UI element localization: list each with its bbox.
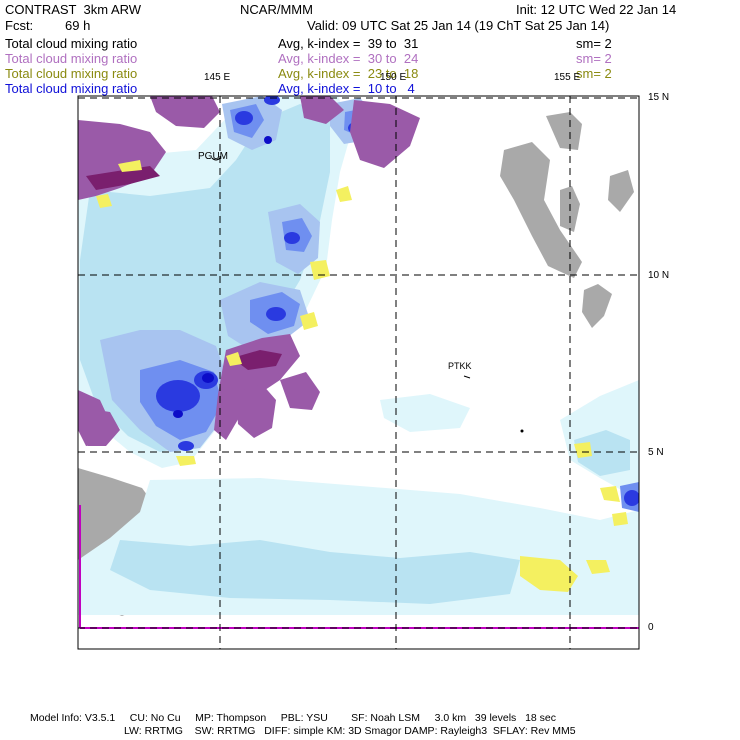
yellow-layer bbox=[96, 160, 628, 592]
init-time: Init: 12 UTC Wed 22 Jan 14 bbox=[516, 2, 677, 17]
valid-time: Valid: 09 UTC Sat 25 Jan 14 (19 ChT Sat … bbox=[307, 18, 610, 33]
grid-lines bbox=[78, 96, 639, 649]
field-sm-3: sm= 2 bbox=[576, 66, 612, 81]
lon-label-155: 155 E bbox=[554, 72, 581, 83]
lat-label-0: 0 bbox=[648, 622, 654, 633]
lat-label-15: 15 N bbox=[648, 92, 670, 103]
model-info-line-2: LW: RRTMG SW: RRTMG DIFF: simple KM: 3D … bbox=[124, 725, 576, 737]
navy-layer bbox=[173, 136, 272, 418]
field-stat-4: Avg, k-index = 10 to 4 bbox=[278, 81, 415, 96]
center-label: NCAR/MMM bbox=[240, 2, 313, 17]
field-name-1: Total cloud mixing ratio bbox=[5, 36, 138, 51]
field-stat-3: Avg, k-index = 23 to 18 bbox=[278, 66, 419, 81]
pgum-marker bbox=[211, 157, 221, 161]
field-stat-2: Avg, k-index = 30 to 24 bbox=[278, 51, 419, 66]
forecast-label: Fcst: bbox=[5, 18, 34, 33]
deep-blue-layer bbox=[156, 96, 639, 506]
station-label-ptkk: PTKK bbox=[448, 361, 472, 371]
lat-label-10: 10 N bbox=[648, 270, 670, 281]
field-stat-1: Avg, k-index = 39 to 31 bbox=[278, 36, 419, 51]
field-name-4: Total cloud mixing ratio bbox=[5, 81, 138, 96]
field-sm-1: sm= 2 bbox=[576, 36, 612, 51]
lon-label-145: 145 E bbox=[204, 72, 231, 83]
station-label-pgum: PGUM bbox=[198, 151, 228, 162]
forecast-hours: 69 h bbox=[65, 18, 91, 33]
magenta-streaks bbox=[86, 166, 282, 370]
map-frame bbox=[77, 95, 640, 650]
lon-label-150: 150 E bbox=[380, 72, 407, 83]
field-name-2: Total cloud mixing ratio bbox=[5, 51, 138, 66]
lat-label-5: 5 N bbox=[648, 447, 664, 458]
field-name-3: Total cloud mixing ratio bbox=[5, 66, 138, 81]
model-title: CONTRAST 3km ARW bbox=[5, 2, 142, 17]
field-sm-2: sm= 2 bbox=[576, 51, 612, 66]
island-dot bbox=[520, 429, 524, 433]
map-layers bbox=[78, 96, 639, 649]
ptkk-marker bbox=[463, 375, 471, 379]
model-info-line-1: Model Info: V3.5.1 CU: No Cu MP: Thompso… bbox=[30, 712, 556, 724]
